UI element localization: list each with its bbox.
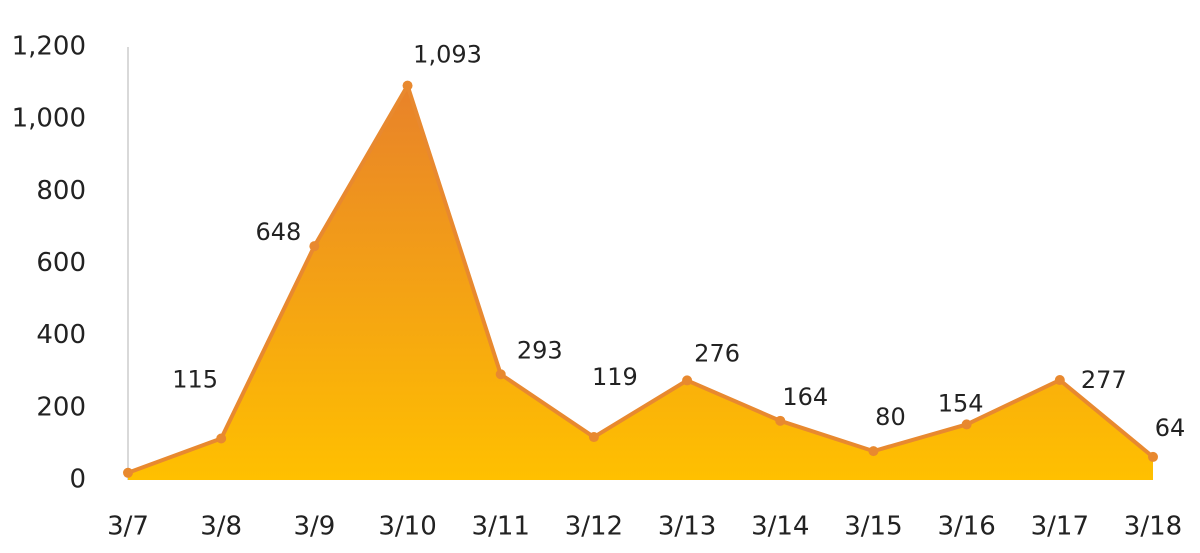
- data-label: 164: [782, 383, 828, 411]
- y-tick-label: 200: [36, 392, 86, 422]
- y-tick-label: 0: [69, 465, 86, 495]
- x-tick-label: 3/12: [565, 512, 623, 542]
- data-label: 80: [875, 403, 906, 431]
- data-label: 115: [172, 366, 218, 394]
- x-tick-label: 3/14: [751, 512, 809, 542]
- x-tick-label: 3/18: [1124, 512, 1182, 542]
- data-label: 64: [1155, 414, 1186, 442]
- point: [216, 433, 227, 444]
- y-tick-label: 1,000: [12, 104, 86, 134]
- point: [402, 80, 413, 91]
- point: [868, 446, 879, 457]
- point: [961, 419, 972, 430]
- data-label: 276: [694, 339, 740, 367]
- point: [1054, 375, 1065, 386]
- x-tick-label: 3/11: [472, 512, 530, 542]
- point: [123, 467, 133, 478]
- point: [682, 375, 693, 386]
- x-tick-label: 3/15: [844, 512, 902, 542]
- y-tick-label: 1,200: [12, 32, 86, 62]
- y-tick-label: 600: [36, 248, 86, 278]
- y-tick-label: 400: [36, 320, 86, 350]
- point: [775, 415, 786, 426]
- data-label: 293: [517, 336, 563, 364]
- x-tick-label: 3/8: [200, 512, 242, 542]
- data-label: 277: [1081, 366, 1127, 394]
- data-label: 119: [592, 363, 638, 391]
- data-label: 1,093: [413, 41, 482, 69]
- point: [588, 432, 599, 443]
- x-tick-label: 3/9: [293, 512, 335, 542]
- line: [127, 83, 1155, 475]
- area-fill: [128, 85, 1153, 481]
- data-label: 648: [255, 218, 301, 246]
- data-label: 154: [938, 389, 984, 417]
- point: [495, 369, 506, 380]
- x-tick-label: 3/10: [378, 512, 436, 542]
- x-tick-label: 3/7: [107, 512, 149, 542]
- point: [1148, 451, 1158, 462]
- x-tick-label: 3/13: [658, 512, 716, 542]
- y-tick-label: 800: [36, 176, 86, 206]
- point: [309, 241, 320, 252]
- x-tick-label: 3/17: [1031, 512, 1089, 542]
- x-tick-label: 3/16: [937, 512, 995, 542]
